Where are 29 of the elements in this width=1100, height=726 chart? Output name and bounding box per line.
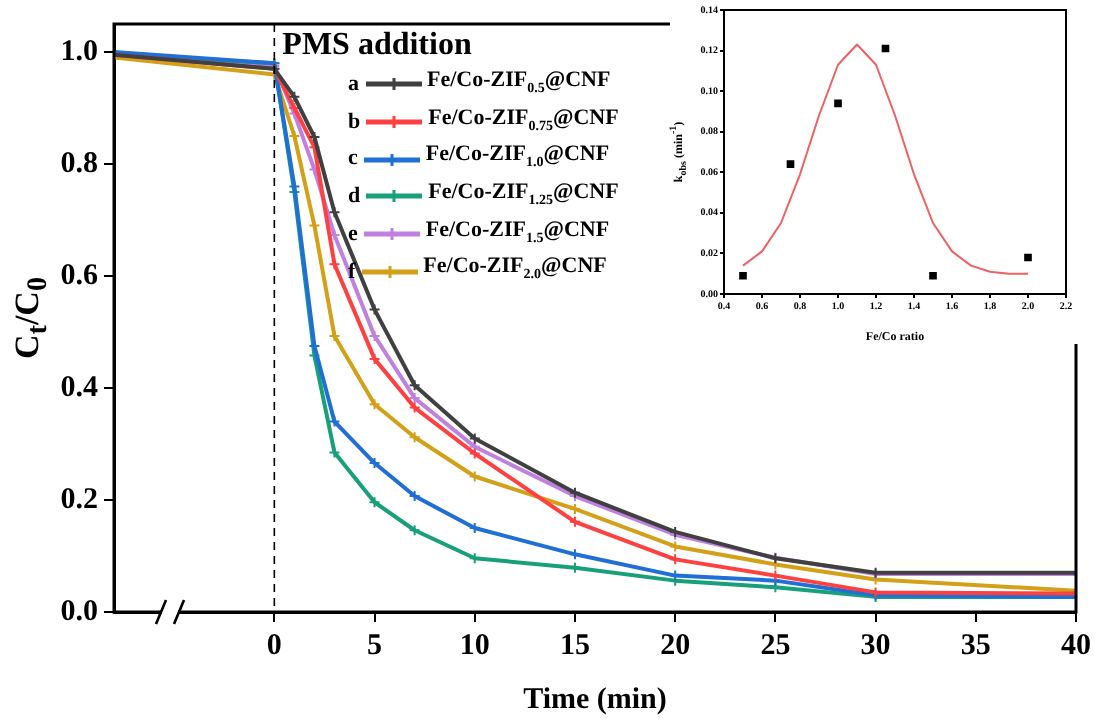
x-tick-label: 0: [266, 629, 282, 662]
x-tick-label: 40: [1061, 629, 1091, 662]
y-tick-label: 1.0: [60, 35, 98, 68]
legend-label: Fe/Co-ZIF$_{0.5}$@CNF: [427, 66, 611, 101]
y-tick-label: 0.8: [60, 147, 98, 180]
x-tick-label: 15: [559, 629, 590, 662]
annotation: c: [348, 144, 358, 174]
x-tick-label: 10: [459, 629, 490, 662]
legend-label: Fe/Co-ZIF$_{2.0}$@CNF: [423, 252, 607, 288]
legend-label: Fe/Co-ZIF$_{1.0}$@CNF: [425, 140, 610, 176]
annotation: b: [348, 107, 361, 137]
legend-label: Fe/Co-ZIF$_{1.5}$@CNF: [425, 215, 610, 250]
y-tick-label: 0.0: [60, 595, 98, 628]
annotation: a: [348, 70, 359, 100]
legend-label: Fe/Co-ZIF$_{0.75}$@CNF: [428, 103, 619, 138]
y-tick-label: 0.2: [60, 483, 98, 516]
x-tick-label: 30: [860, 629, 891, 662]
x-tick-label: 35: [960, 629, 991, 662]
y-tick-label: 0.6: [60, 259, 99, 292]
annotation: f: [348, 257, 356, 287]
annotation: d: [348, 182, 361, 212]
ref-line-label: PMS addition: [282, 28, 472, 63]
annotation: e: [348, 219, 358, 249]
x-tick-label: 5: [367, 629, 383, 662]
x-tick-label: 25: [760, 629, 791, 662]
x-axis-title: Time (min): [523, 683, 667, 716]
legend-label: Fe/Co-ZIF$_{1.25}$@CNF: [428, 178, 619, 213]
y-tick-label: 0.4: [60, 371, 99, 404]
x-tick-label: 20: [660, 629, 691, 662]
